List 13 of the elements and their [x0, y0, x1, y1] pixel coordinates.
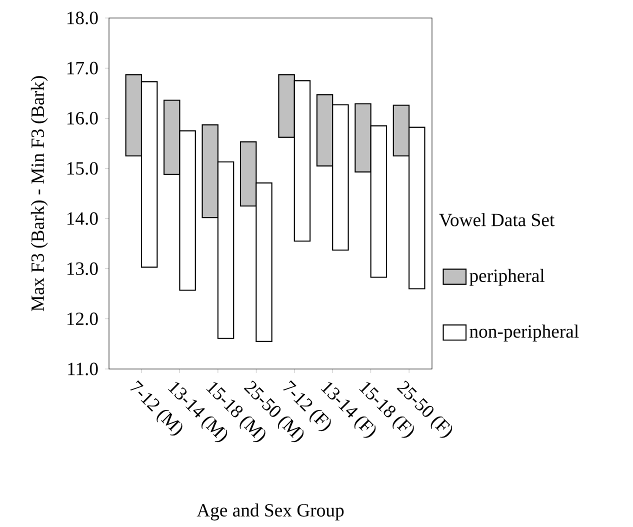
y-tick-label: 12.0 [67, 312, 98, 326]
y-axis-title: Max F3 (Bark) - Min F3 (Bark) [30, 76, 48, 312]
y-tick-label: 17.0 [67, 62, 98, 74]
y-tick-label: 13.0 [67, 262, 98, 276]
y-tick-label: 15.0 [67, 162, 98, 175]
y-tick-label: 16.0 [67, 112, 98, 125]
y-tick-label: 18.0 [67, 12, 98, 24]
x-axis-title: Age and Sex Group [196, 503, 344, 520]
legend-label: peripheral [470, 268, 545, 286]
y-tick-label: 14.0 [67, 212, 98, 225]
y-tick-label: 11.0 [68, 362, 98, 376]
legend-label: non-peripheral [470, 324, 579, 342]
legend-title: Vowel Data Set [439, 213, 555, 226]
